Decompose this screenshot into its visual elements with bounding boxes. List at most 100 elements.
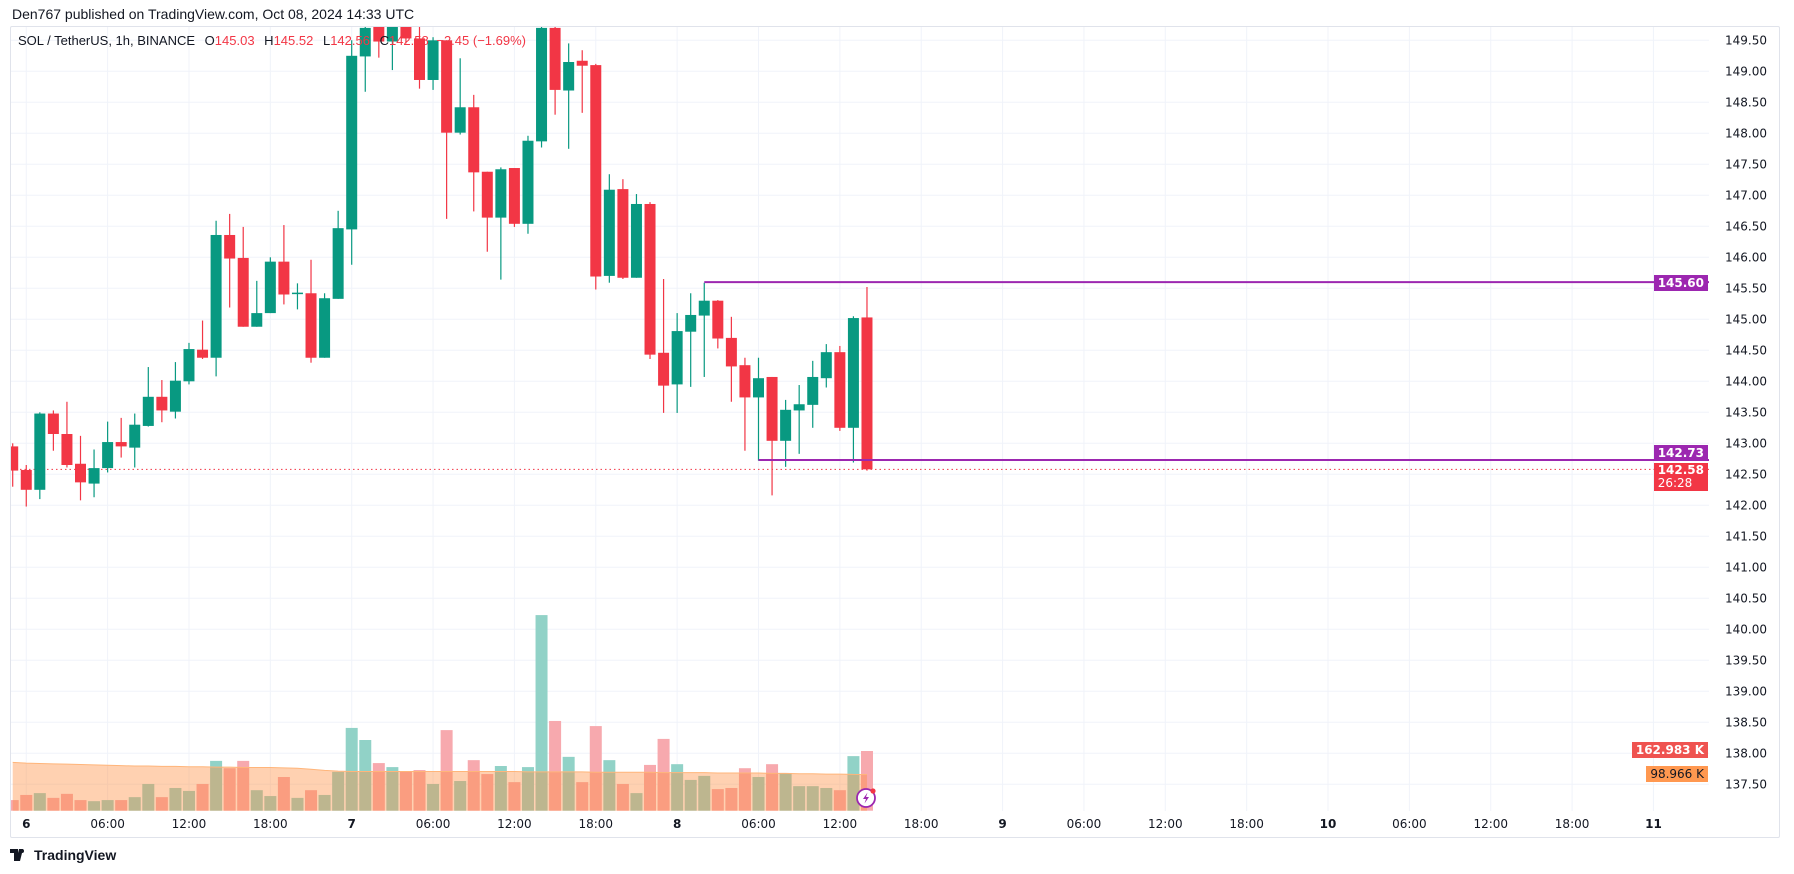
price-tick-label: 144.00 (1725, 374, 1767, 388)
candle-up (129, 424, 141, 448)
price-tick-label: 138.00 (1725, 746, 1767, 760)
candle-down (576, 60, 588, 66)
price-tick-label: 146.00 (1725, 250, 1767, 264)
candle-up (793, 404, 805, 411)
volume-bar (630, 793, 643, 811)
volume-bar (332, 771, 345, 811)
price-tick-label: 144.50 (1725, 343, 1767, 357)
candle-down (156, 396, 168, 411)
candle-down (441, 40, 453, 133)
time-tick-label: 18:00 (904, 817, 939, 831)
volume-bar (454, 781, 467, 811)
time-tick-label: 7 (348, 817, 356, 831)
price-tick-label: 142.00 (1725, 498, 1767, 512)
time-tick-label: 18:00 (578, 817, 613, 831)
volume-bar (494, 766, 507, 811)
volume-bar (521, 767, 534, 811)
candle-up (603, 189, 615, 276)
volume-bar (549, 720, 562, 811)
volume-bar (535, 615, 548, 811)
time-tick-label: 12:00 (172, 817, 207, 831)
volume-bar (752, 777, 765, 811)
open-label: O (204, 33, 215, 48)
volume-bar (766, 764, 779, 811)
candle-down (739, 365, 751, 398)
volume-bar (20, 794, 33, 811)
volume-bar (440, 730, 453, 811)
volume-bar (644, 764, 657, 811)
candle-up (34, 413, 46, 490)
volume-bar (698, 775, 711, 811)
price-tick-label: 143.00 (1725, 436, 1767, 450)
time-tick-label: 6 (22, 817, 30, 831)
horizontal-lines[interactable] (704, 281, 1709, 462)
volume-bar (738, 768, 751, 811)
candle-down (373, 27, 385, 42)
candle-up (88, 468, 100, 484)
volume-bar (386, 767, 399, 811)
price-tick-label: 149.50 (1725, 33, 1767, 47)
volume-bar (169, 787, 182, 811)
high-value: 145.52 (273, 33, 314, 48)
candle-down (20, 469, 32, 490)
open-value: 145.03 (214, 33, 255, 48)
volume-bar (603, 760, 616, 811)
candle-down (549, 27, 561, 90)
candle-down (197, 349, 209, 358)
volume-bar (291, 797, 304, 811)
tradingview-logo[interactable]: TradingView (10, 847, 116, 863)
price-tick-label: 141.00 (1725, 560, 1767, 574)
volume-bar (237, 760, 250, 811)
price-axis[interactable]: 149.50 149.00 148.50 148.00 147.50 147.00 146.… (1725, 33, 1767, 791)
candle-up (685, 314, 697, 332)
time-axis[interactable]: 6 06:00 12:00 18:00 7 06:00 12:00 18:00 8 06:00 12… (22, 817, 1662, 831)
volume-bar (657, 738, 670, 811)
candle-up (671, 331, 683, 385)
candle-down (305, 293, 317, 358)
volume-bar (467, 760, 480, 811)
bar-countdown: 26:28 (1657, 476, 1693, 490)
volume-bar (33, 793, 46, 811)
volume-bar (210, 760, 223, 811)
tradingview-logo-icon (10, 849, 24, 861)
price-tick-label: 149.00 (1725, 64, 1767, 78)
volume-bar (74, 800, 87, 811)
volume-bar (345, 727, 358, 811)
volume-bar (372, 763, 385, 811)
price-tick-label: 145.00 (1725, 312, 1767, 326)
volume-bar (128, 797, 141, 811)
volume-bar (725, 787, 738, 811)
grid (11, 27, 1709, 811)
volume-bar (250, 790, 263, 811)
candle-down (658, 352, 670, 386)
close-value: 142.58 (388, 33, 429, 48)
volume-bar (115, 800, 128, 811)
volume-ma-area (12, 762, 867, 811)
time-tick-label: 06:00 (741, 817, 776, 831)
candle-down (861, 317, 873, 470)
candle-down (11, 446, 19, 471)
candle-down (481, 171, 493, 218)
volume-bar (562, 756, 575, 811)
candle-down (766, 376, 778, 441)
volume-bar (101, 800, 114, 811)
alert-lightning-icon[interactable] (856, 788, 876, 808)
candle-up (386, 27, 398, 42)
time-tick-label: 06:00 (1067, 817, 1102, 831)
candle-down (47, 413, 59, 434)
candle-up (169, 380, 181, 412)
volume-bar (806, 786, 819, 811)
candle-down (75, 463, 86, 483)
volume-bar (793, 786, 806, 811)
support-price-tag: 142.73 (1653, 445, 1708, 461)
volume-ma-tag: 98.966 K (1646, 766, 1708, 782)
candle-up (142, 396, 154, 426)
candle-up (522, 140, 534, 224)
low-label: L (322, 33, 331, 48)
volume-bar (305, 790, 318, 811)
candle-down (61, 434, 73, 465)
candle-down (400, 27, 412, 39)
volume-bar (413, 770, 426, 811)
symbol-label[interactable]: SOL / TetherUS, 1h, BINANCE (18, 33, 196, 48)
